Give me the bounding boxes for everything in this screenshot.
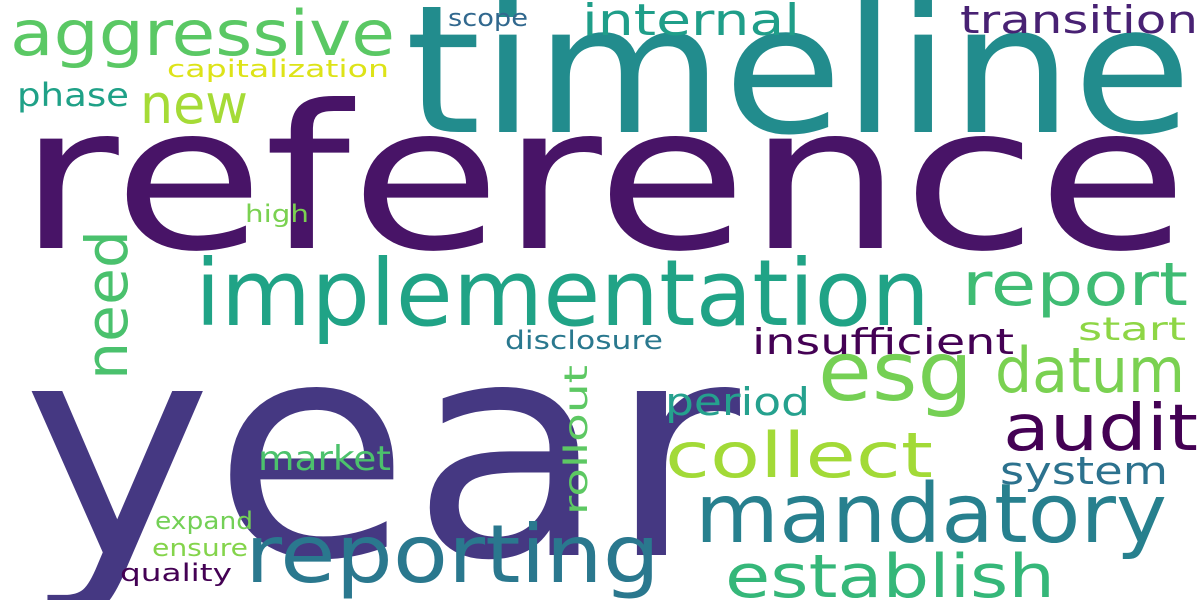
word-reporting: reporting	[245, 508, 660, 600]
word-system: system	[1000, 449, 1168, 493]
word-need: need	[73, 230, 141, 380]
word-quality: quality	[120, 559, 232, 587]
word-establish: establish	[725, 542, 1055, 600]
word-audit: audit	[1003, 392, 1198, 466]
word-high: high	[245, 200, 309, 228]
word-market: market	[258, 439, 391, 479]
word-phase: phase	[17, 76, 129, 114]
word-mandatory: mandatory	[695, 467, 1167, 562]
word-disclosure: disclosure	[505, 326, 663, 356]
word-aggressive: aggressive	[10, 0, 395, 70]
word-period: period	[665, 380, 810, 424]
word-report: report	[962, 250, 1188, 320]
word-internal: internal	[582, 0, 800, 46]
word-ensure: ensure	[152, 534, 248, 562]
word-start: start	[1078, 310, 1186, 348]
word-transition: transition	[960, 0, 1198, 42]
word-implementation: implementation	[195, 240, 930, 347]
word-year: year	[22, 277, 743, 600]
word-capitalization: capitalization	[167, 55, 389, 83]
word-collect: collect	[665, 419, 933, 492]
word-rollout: rollout	[557, 365, 595, 515]
word-datum: datum	[995, 334, 1185, 407]
word-scope: scope	[448, 4, 528, 32]
word-timeline: timeline	[405, 0, 1192, 174]
word-expand: expand	[155, 507, 253, 535]
word-esg: esg	[818, 325, 973, 420]
word-insufficient: insufficient	[752, 322, 1014, 363]
word-reference: reference	[18, 63, 1188, 296]
word-new: new	[140, 73, 248, 136]
